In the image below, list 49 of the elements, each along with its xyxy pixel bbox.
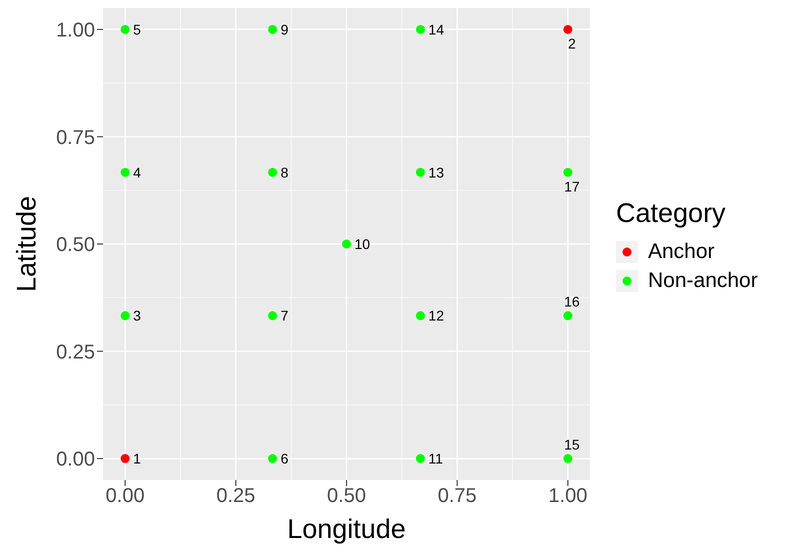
point xyxy=(563,24,572,34)
point xyxy=(120,311,130,320)
x-tick-label: 1.00 xyxy=(548,485,588,508)
point xyxy=(416,168,425,177)
annotation: 11 xyxy=(428,450,444,467)
y-tick-label: 0.50 xyxy=(56,234,95,256)
annotation: 5 xyxy=(133,21,142,38)
annotation: 3 xyxy=(133,308,142,324)
point xyxy=(416,24,425,34)
point xyxy=(563,311,572,320)
point xyxy=(416,311,425,320)
y-tick-label: 0.00 xyxy=(56,448,95,471)
y-tick-label: 0.25 xyxy=(56,341,95,364)
x-tick-label: 0.25 xyxy=(216,485,256,508)
annotation: 12 xyxy=(428,308,444,324)
annotation: 14 xyxy=(428,21,444,38)
x-tick-label: 0.50 xyxy=(327,485,366,508)
legend-title: Category xyxy=(616,198,727,229)
legend-label: Anchor xyxy=(648,240,715,264)
annotation: 9 xyxy=(280,21,289,38)
annotation: 7 xyxy=(280,308,289,324)
y-tick-label: 1.00 xyxy=(56,20,95,42)
x-axis-title: Longitude xyxy=(287,514,406,544)
point xyxy=(563,454,572,464)
y-tick-label: 0.75 xyxy=(56,126,95,149)
point xyxy=(563,168,572,177)
annotation: 15 xyxy=(564,436,580,453)
annotation: 17 xyxy=(564,178,580,194)
point xyxy=(120,454,130,464)
x-tick-label: 0.00 xyxy=(106,485,145,508)
point xyxy=(268,454,278,464)
annotation: 10 xyxy=(354,236,370,252)
x-tick-label: 0.75 xyxy=(438,485,477,508)
y-axis-title: Latitude xyxy=(12,196,42,292)
point xyxy=(268,311,278,320)
annotation: 1 xyxy=(133,450,142,467)
point xyxy=(342,240,351,248)
annotation: 16 xyxy=(564,294,580,310)
annotation: 13 xyxy=(428,164,444,180)
point xyxy=(268,24,278,34)
point xyxy=(120,168,130,177)
annotation: 4 xyxy=(133,164,142,180)
point xyxy=(120,24,130,34)
legend-label: Non-anchor xyxy=(648,268,758,292)
annotation: 8 xyxy=(280,164,289,180)
point xyxy=(416,454,425,464)
point xyxy=(268,168,278,177)
annotation: 2 xyxy=(568,35,576,52)
annotation: 6 xyxy=(280,450,289,467)
